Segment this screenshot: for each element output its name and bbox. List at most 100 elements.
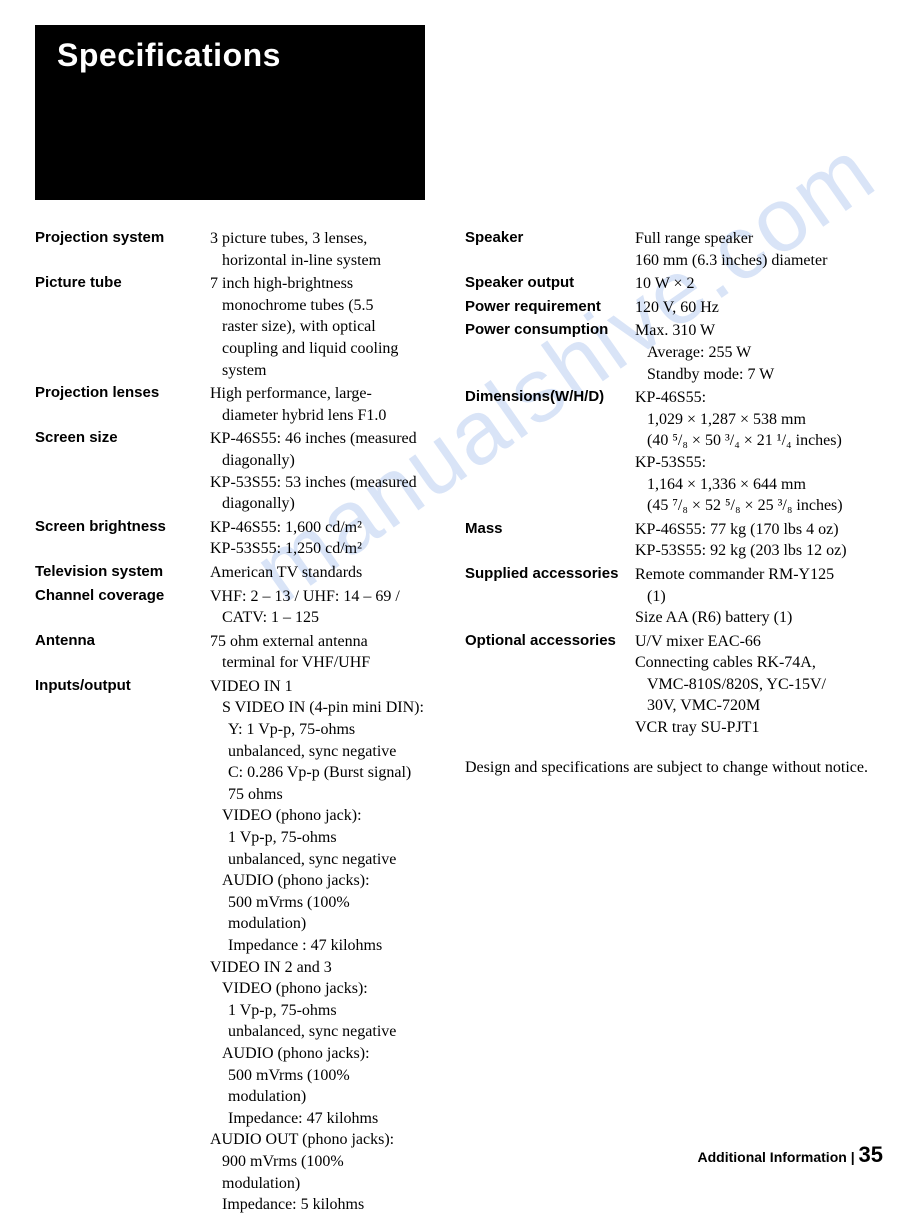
spec-value: 10 W × 2 <box>635 273 885 295</box>
spec-line: system <box>210 360 435 382</box>
spec-line: unbalanced, sync negative <box>210 1021 435 1043</box>
spec-line: diagonally) <box>210 450 435 472</box>
spec-line: KP-53S55: <box>635 452 885 474</box>
spec-line: 120 V, 60 Hz <box>635 297 885 319</box>
spec-line: High performance, large- <box>210 383 435 405</box>
spec-line: 1,164 × 1,336 × 644 mm <box>635 474 885 496</box>
spec-line: Max. 310 W <box>635 320 885 342</box>
spec-line: modulation) <box>210 1086 435 1108</box>
spec-line: Standby mode: 7 W <box>635 364 885 386</box>
spec-line: Remote commander RM-Y125 <box>635 564 885 586</box>
spec-label: Projection lenses <box>35 383 210 426</box>
spec-line: Impedance: 47 kilohms <box>210 1108 435 1130</box>
spec-line: 1 Vp-p, 75-ohms <box>210 827 435 849</box>
spec-row-speaker_output: Speaker output10 W × 2 <box>465 273 885 295</box>
spec-value: VIDEO IN 1S VIDEO IN (4-pin mini DIN):Y:… <box>210 676 435 1216</box>
spec-line: KP-53S55: 1,250 cd/m² <box>210 538 435 560</box>
spec-row-power_consumption: Power consumptionMax. 310 WAverage: 255 … <box>465 320 885 385</box>
spec-value: 3 picture tubes, 3 lenses,horizontal in-… <box>210 228 435 271</box>
spec-label: Picture tube <box>35 273 210 381</box>
spec-line: S VIDEO IN (4-pin mini DIN): <box>210 697 435 719</box>
spec-row-projection_lenses: Projection lensesHigh performance, large… <box>35 383 435 426</box>
spec-row-projection_system: Projection system3 picture tubes, 3 lens… <box>35 228 435 271</box>
spec-line: unbalanced, sync negative <box>210 849 435 871</box>
spec-line: Full range speaker <box>635 228 885 250</box>
spec-value: U/V mixer EAC-66Connecting cables RK-74A… <box>635 631 885 739</box>
disclaimer-note: Design and specifications are subject to… <box>465 757 885 779</box>
spec-label: Inputs/output <box>35 676 210 1216</box>
spec-value: KP-46S55: 1,600 cd/m²KP-53S55: 1,250 cd/… <box>210 517 435 560</box>
spec-row-screen_brightness: Screen brightnessKP-46S55: 1,600 cd/m²KP… <box>35 517 435 560</box>
spec-line: KP-53S55: 92 kg (203 lbs 12 oz) <box>635 540 885 562</box>
spec-line: 3 picture tubes, 3 lenses, <box>210 228 435 250</box>
spec-line: 500 mVrms (100% <box>210 892 435 914</box>
spec-row-channel_coverage: Channel coverageVHF: 2 – 13 / UHF: 14 – … <box>35 586 435 629</box>
spec-row-picture_tube: Picture tube7 inch high-brightnessmonoch… <box>35 273 435 381</box>
spec-columns: Projection system3 picture tubes, 3 lens… <box>35 228 883 1218</box>
spec-line: 75 ohms <box>210 784 435 806</box>
spec-label: Power consumption <box>465 320 635 385</box>
spec-line: KP-46S55: 1,600 cd/m² <box>210 517 435 539</box>
spec-line: Connecting cables RK-74A, <box>635 652 885 674</box>
spec-row-speaker: SpeakerFull range speaker160 mm (6.3 inc… <box>465 228 885 271</box>
spec-line: 30V, VMC-720M <box>635 695 885 717</box>
spec-line: raster size), with optical <box>210 316 435 338</box>
spec-label: Power requirement <box>465 297 635 319</box>
spec-line: terminal for VHF/UHF <box>210 652 435 674</box>
spec-label: Television system <box>35 562 210 584</box>
spec-line: unbalanced, sync negative <box>210 741 435 763</box>
spec-line: Impedance : 47 kilohms <box>210 935 435 957</box>
spec-value: Remote commander RM-Y125(1)Size AA (R6) … <box>635 564 885 629</box>
spec-line: Impedance: 5 kilohms <box>210 1194 435 1216</box>
spec-line: C: 0.286 Vp-p (Burst signal) <box>210 762 435 784</box>
spec-value: American TV standards <box>210 562 435 584</box>
spec-label: Dimensions(W/H/D) <box>465 387 635 517</box>
spec-line: Y: 1 Vp-p, 75-ohms <box>210 719 435 741</box>
spec-value: KP-46S55: 46 inches (measureddiagonally)… <box>210 428 435 514</box>
spec-line: Average: 255 W <box>635 342 885 364</box>
spec-line: Size AA (R6) battery (1) <box>635 607 885 629</box>
spec-label: Supplied accessories <box>465 564 635 629</box>
spec-label: Mass <box>465 519 635 562</box>
spec-line: coupling and liquid cooling <box>210 338 435 360</box>
spec-line: (40 ⁵/₈ × 50 ³/₄ × 21 ¹/₄ inches) <box>635 430 885 452</box>
spec-line: AUDIO OUT (phono jacks): <box>210 1129 435 1151</box>
spec-label: Projection system <box>35 228 210 271</box>
spec-line: horizontal in-line system <box>210 250 435 272</box>
page-title: Specifications <box>57 37 403 74</box>
spec-value: High performance, large-diameter hybrid … <box>210 383 435 426</box>
spec-row-mass: MassKP-46S55: 77 kg (170 lbs 4 oz)KP-53S… <box>465 519 885 562</box>
spec-row-inputs_output: Inputs/outputVIDEO IN 1S VIDEO IN (4-pin… <box>35 676 435 1216</box>
spec-line: VIDEO (phono jack): <box>210 805 435 827</box>
spec-line: VHF: 2 – 13 / UHF: 14 – 69 / <box>210 586 435 608</box>
spec-line: KP-46S55: <box>635 387 885 409</box>
spec-line: modulation) <box>210 913 435 935</box>
spec-line: AUDIO (phono jacks): <box>210 1043 435 1065</box>
spec-line: AUDIO (phono jacks): <box>210 870 435 892</box>
spec-line: (45 ⁷/₈ × 52 ⁵/₈ × 25 ³/₈ inches) <box>635 495 885 517</box>
title-block: Specifications <box>35 25 425 200</box>
spec-label: Antenna <box>35 631 210 674</box>
spec-label: Speaker output <box>465 273 635 295</box>
left-column: Projection system3 picture tubes, 3 lens… <box>35 228 435 1218</box>
spec-line: diagonally) <box>210 493 435 515</box>
spec-line: VIDEO IN 1 <box>210 676 435 698</box>
spec-line: 1,029 × 1,287 × 538 mm <box>635 409 885 431</box>
spec-line: 500 mVrms (100% <box>210 1065 435 1087</box>
right-column: SpeakerFull range speaker160 mm (6.3 inc… <box>465 228 885 1218</box>
spec-line: 10 W × 2 <box>635 273 885 295</box>
spec-row-antenna: Antenna75 ohm external antennaterminal f… <box>35 631 435 674</box>
spec-line: American TV standards <box>210 562 435 584</box>
spec-line: KP-46S55: 46 inches (measured <box>210 428 435 450</box>
spec-value: KP-46S55:1,029 × 1,287 × 538 mm(40 ⁵/₈ ×… <box>635 387 885 517</box>
spec-line: diameter hybrid lens F1.0 <box>210 405 435 427</box>
spec-line: CATV: 1 – 125 <box>210 607 435 629</box>
spec-row-screen_size: Screen sizeKP-46S55: 46 inches (measured… <box>35 428 435 514</box>
spec-line: 900 mVrms (100% <box>210 1151 435 1173</box>
spec-label: Channel coverage <box>35 586 210 629</box>
spec-line: KP-53S55: 53 inches (measured <box>210 472 435 494</box>
spec-line: 7 inch high-brightness <box>210 273 435 295</box>
spec-value: Full range speaker160 mm (6.3 inches) di… <box>635 228 885 271</box>
spec-value: 7 inch high-brightnessmonochrome tubes (… <box>210 273 435 381</box>
spec-line: KP-46S55: 77 kg (170 lbs 4 oz) <box>635 519 885 541</box>
